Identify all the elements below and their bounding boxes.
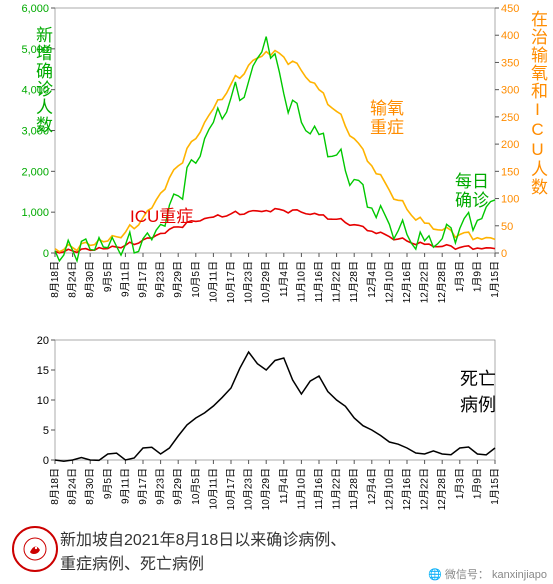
svg-text:9月5日: 9月5日 (102, 261, 114, 292)
svg-text:11月16日: 11月16日 (313, 261, 325, 303)
svg-text:10月5日: 10月5日 (190, 468, 202, 505)
footer-line1: 新加坡自2021年8月18日以来确诊病例、 (60, 526, 543, 550)
svg-text:250: 250 (501, 112, 519, 124)
svg-text:10月29日: 10月29日 (260, 261, 272, 303)
source-logo (12, 526, 58, 572)
svg-text:10: 10 (37, 395, 49, 407)
svg-text:10月29日: 10月29日 (260, 468, 272, 510)
svg-text:10月11日: 10月11日 (207, 261, 219, 303)
svg-text:10月23日: 10月23日 (243, 468, 255, 510)
lion-icon (22, 536, 48, 562)
svg-text:1月3日: 1月3日 (454, 261, 466, 292)
svg-text:150: 150 (501, 166, 519, 178)
svg-text:50: 50 (501, 221, 513, 233)
svg-text:11月28日: 11月28日 (348, 261, 360, 303)
confirmed-series-label: 每日确诊 (455, 173, 489, 211)
svg-text:9月5日: 9月5日 (102, 468, 114, 499)
svg-text:11月10日: 11月10日 (295, 261, 307, 303)
svg-text:9月11日: 9月11日 (119, 468, 131, 504)
svg-text:11月4日: 11月4日 (278, 468, 290, 504)
svg-text:12月16日: 12月16日 (401, 468, 413, 510)
svg-text:12月16日: 12月16日 (401, 261, 413, 303)
svg-text:8月18日: 8月18日 (49, 468, 61, 505)
svg-text:11月22日: 11月22日 (331, 468, 343, 510)
svg-text:12月4日: 12月4日 (366, 261, 378, 298)
svg-text:11月4日: 11月4日 (278, 261, 290, 297)
wechat-bar: 🌐 微信号： kanxinjiapo (422, 564, 553, 584)
svg-text:9月23日: 9月23日 (155, 261, 167, 298)
svg-text:1,000: 1,000 (21, 207, 49, 219)
svg-text:12月22日: 12月22日 (419, 468, 431, 510)
svg-text:1月15日: 1月15日 (489, 468, 501, 505)
oxygen-series-label: 输氧重症 (370, 100, 404, 138)
svg-text:20: 20 (37, 335, 49, 347)
chart1-svg: 01,0002,0003,0004,0005,0006,000050100150… (0, 0, 553, 330)
svg-text:0: 0 (501, 248, 507, 260)
svg-text:1月9日: 1月9日 (471, 468, 483, 499)
svg-text:0: 0 (43, 455, 49, 467)
svg-text:100: 100 (501, 194, 519, 206)
svg-text:9月17日: 9月17日 (137, 468, 149, 505)
svg-text:10月11日: 10月11日 (207, 468, 219, 510)
wechat-icon: 🌐 (428, 569, 445, 581)
chart2-svg: 0 5 10 15 20 8月18日 8月24日 8月30日 9月5日 9月11日 9月17日 9月2… (0, 330, 553, 520)
svg-text:11月10日: 11月10日 (295, 468, 307, 510)
svg-text:400: 400 (501, 30, 519, 42)
svg-text:8月30日: 8月30日 (84, 261, 96, 298)
svg-text:0: 0 (43, 248, 49, 260)
svg-text:12月10日: 12月10日 (383, 261, 395, 303)
svg-text:10月17日: 10月17日 (225, 261, 237, 303)
svg-text:300: 300 (501, 85, 519, 97)
svg-text:8月24日: 8月24日 (67, 261, 79, 298)
chart-container: 新增确诊人数 在治输氧和ICU人数 01,0002,0003,0004,0005… (0, 0, 553, 584)
deaths-label-l1: 死亡 (460, 365, 496, 391)
svg-text:8月30日: 8月30日 (84, 468, 96, 505)
svg-text:11月22日: 11月22日 (331, 261, 343, 303)
svg-text:2,000: 2,000 (21, 166, 49, 178)
svg-text:5: 5 (43, 425, 49, 437)
svg-text:10月23日: 10月23日 (243, 261, 255, 303)
svg-text:10月5日: 10月5日 (190, 261, 202, 298)
svg-text:450: 450 (501, 3, 519, 15)
wechat-label: 微信号： (445, 569, 489, 581)
right-axis-label: 在治输氧和ICU人数 (525, 10, 550, 196)
chart1-area: 新增确诊人数 在治输氧和ICU人数 01,0002,0003,0004,0005… (0, 0, 553, 330)
svg-text:15: 15 (37, 365, 49, 377)
deaths-series-label: 死亡 病例 (460, 365, 496, 417)
svg-text:9月17日: 9月17日 (137, 261, 149, 298)
svg-text:8月18日: 8月18日 (49, 261, 61, 298)
svg-text:9月23日: 9月23日 (155, 468, 167, 505)
svg-text:200: 200 (501, 139, 519, 151)
svg-text:1月9日: 1月9日 (471, 261, 483, 292)
svg-text:12月28日: 12月28日 (436, 468, 448, 510)
icu-series-label: ICU重症 (130, 202, 193, 227)
svg-text:9月29日: 9月29日 (172, 261, 184, 298)
oxygen-label-l1: 输氧重症 (370, 100, 404, 137)
chart2-area: 0 5 10 15 20 8月18日 8月24日 8月30日 9月5日 9月11日 9月17日 9月2… (0, 330, 553, 520)
svg-text:1月15日: 1月15日 (489, 261, 501, 298)
svg-text:12月4日: 12月4日 (366, 468, 378, 505)
svg-text:12月10日: 12月10日 (383, 468, 395, 510)
svg-text:10月17日: 10月17日 (225, 468, 237, 510)
svg-text:350: 350 (501, 57, 519, 69)
wechat-id: kanxinjiapo (492, 569, 547, 581)
svg-text:9月11日: 9月11日 (119, 261, 131, 297)
svg-text:11月16日: 11月16日 (313, 468, 325, 510)
svg-text:12月28日: 12月28日 (436, 261, 448, 303)
svg-text:12月22日: 12月22日 (419, 261, 431, 303)
svg-text:9月29日: 9月29日 (172, 468, 184, 505)
svg-text:8月24日: 8月24日 (67, 468, 79, 505)
confirmed-label-txt: 每日确诊 (455, 173, 489, 210)
svg-text:1月3日: 1月3日 (454, 468, 466, 499)
deaths-label-l2: 病例 (460, 391, 496, 417)
svg-text:6,000: 6,000 (21, 3, 49, 15)
left-axis-label: 新增确诊人数 (30, 26, 55, 134)
svg-text:11月28日: 11月28日 (348, 468, 360, 510)
